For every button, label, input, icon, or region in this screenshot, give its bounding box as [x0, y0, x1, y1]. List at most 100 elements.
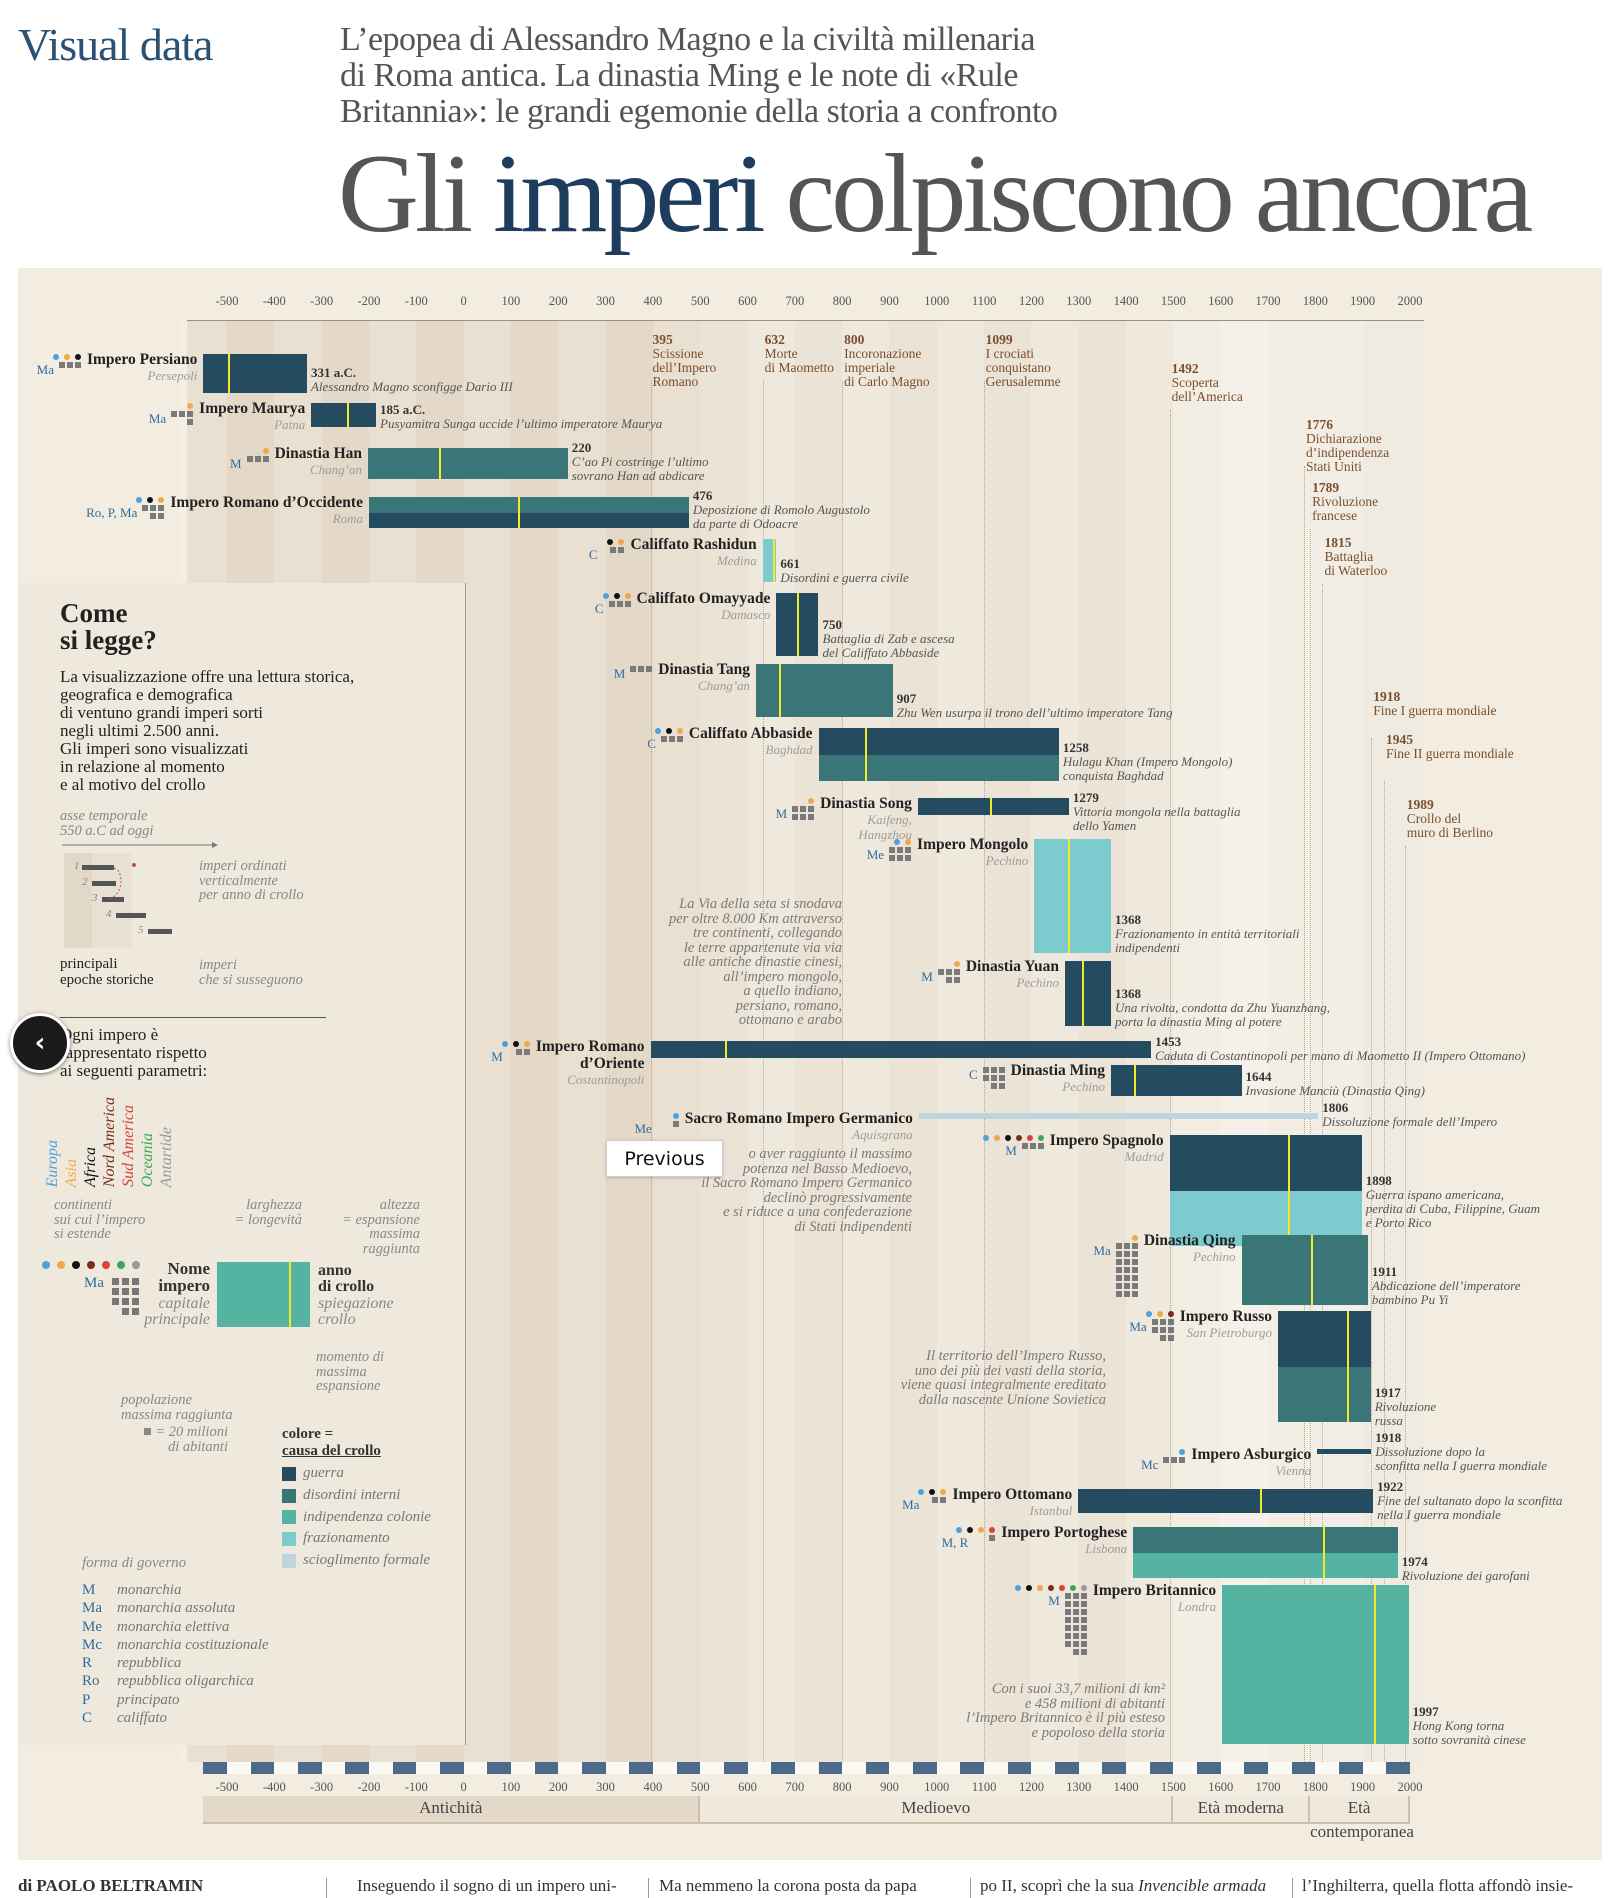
- continent-label-5: Oceania: [139, 1132, 156, 1187]
- continent-label-3: Nord America: [101, 1096, 118, 1187]
- government-name: monarchia assoluta: [117, 1600, 236, 1617]
- example-bar: [217, 1262, 310, 1327]
- article-col-3: po II, scoprì che la sua Invencible arma…: [980, 1876, 1266, 1896]
- cause-label: guerra: [303, 1465, 344, 1482]
- article-footer: di PAOLO BELTRAMIN Inseguendo il sogno d…: [0, 1870, 1618, 1898]
- article-col-2: Ma nemmeno la corona posta da papa: [659, 1876, 917, 1895]
- mini-number-1: 1: [74, 860, 80, 872]
- government-item: Ma monarchia assoluta: [82, 1600, 269, 1618]
- back-button[interactable]: ‹: [10, 1013, 70, 1073]
- government-abbr: Ro: [82, 1673, 100, 1690]
- example-peak-line: [289, 1262, 291, 1327]
- government-name: principato: [117, 1691, 180, 1708]
- article-col-3-italic: Invencible armada: [1138, 1876, 1267, 1895]
- legend-heading: Come si legge?: [60, 598, 157, 655]
- cause-label: causa del crollo: [282, 1443, 381, 1459]
- population-label: popolazione massima raggiunta: [121, 1392, 233, 1423]
- mini-number-5: 5: [138, 924, 144, 936]
- continents-label: continenti sui cui l’impero si estende: [54, 1197, 146, 1242]
- continent-label-4: Sud America: [120, 1105, 137, 1187]
- color-label: colore =: [282, 1426, 334, 1442]
- legend-intro: La visualizzazione offre una lettura sto…: [60, 667, 355, 794]
- succession-label: imperi che si susseguono: [199, 957, 303, 988]
- example-end-text: spiegazione crollo: [318, 1295, 394, 1328]
- cause-swatch: [282, 1510, 296, 1525]
- cause-label: disordini interni: [303, 1487, 401, 1504]
- government-item: Mc monarchia costituzionale: [82, 1637, 269, 1655]
- continent-dot: [132, 1261, 140, 1269]
- column-divider: [326, 1878, 327, 1898]
- axis-label: asse temporale 550 a.C ad oggi: [60, 808, 154, 839]
- mini-number-3: 3: [92, 892, 98, 904]
- title-highlight: imperi: [493, 132, 765, 256]
- mini-diagram: [62, 842, 218, 948]
- government-abbr: Me: [82, 1618, 102, 1635]
- title-post: colpiscono ancora: [761, 132, 1533, 256]
- height-label: altezza = espansione massima raggiunta: [342, 1197, 420, 1257]
- cause-item-3: frazionamento: [282, 1528, 431, 1550]
- continent-dot: [117, 1261, 125, 1269]
- government-name: monarchia elettiva: [117, 1618, 230, 1635]
- chevron-left-icon: ‹: [34, 1028, 46, 1058]
- cause-item-4: scioglimento formale: [282, 1550, 431, 1572]
- government-name: califfato: [117, 1710, 167, 1727]
- page-title: Gli imperi colpiscono ancora: [338, 132, 1533, 256]
- mini-number-2: 2: [82, 876, 88, 888]
- continent-label-6: Antartide: [158, 1126, 175, 1187]
- government-abbr: C: [82, 1710, 93, 1727]
- divider: [60, 1017, 326, 1018]
- peak-label: momento di massima espansione: [316, 1349, 385, 1394]
- previous-button[interactable]: Previous: [606, 1140, 723, 1177]
- government-abbr: M: [82, 1582, 96, 1598]
- government-name: repubblica: [117, 1655, 182, 1672]
- government-abbr: Mc: [82, 1636, 102, 1653]
- example-name: Nome impero: [158, 1259, 210, 1295]
- cause-label: indipendenza colonie: [303, 1508, 431, 1525]
- column-divider: [970, 1878, 971, 1898]
- government-abbr: R: [82, 1655, 93, 1672]
- example-continent-dots: [42, 1261, 140, 1269]
- brand-logo: Visual data: [18, 19, 213, 70]
- continent-dot: [42, 1261, 50, 1269]
- width-label: larghezza = longevità: [234, 1197, 302, 1228]
- epochs-label: principali epoche storiche: [60, 956, 154, 988]
- government-item: Me monarchia elettiva: [82, 1619, 269, 1637]
- article-col-1: Inseguendo il sogno di un impero uni-: [357, 1876, 617, 1895]
- cause-label: scioglimento formale: [303, 1552, 431, 1569]
- continent-dot: [102, 1261, 110, 1269]
- example-population-squares: [112, 1278, 139, 1315]
- cause-item-1: disordini interni: [282, 1485, 431, 1507]
- population-unit: ■ = 20 milioni di abitanti: [142, 1424, 228, 1455]
- article-col-3-text: po II, scoprì che la sua: [980, 1876, 1139, 1895]
- government-name: monarchia: [117, 1582, 182, 1598]
- example-government: Ma: [84, 1275, 104, 1291]
- continent-label-1: Asia: [63, 1158, 80, 1187]
- government-abbr: P: [82, 1691, 91, 1708]
- continent-dot: [72, 1261, 80, 1269]
- cause-label: frazionamento: [303, 1530, 390, 1547]
- column-divider: [1292, 1878, 1293, 1898]
- government-label: forma di governo: [82, 1555, 187, 1571]
- cause-item-0: guerra: [282, 1463, 431, 1485]
- byline: di PAOLO BELTRAMIN: [18, 1876, 204, 1895]
- ordered-label: imperi ordinati verticalmente per anno d…: [199, 858, 304, 903]
- cause-swatch: [282, 1553, 296, 1568]
- government-name: monarchia costituzionale: [117, 1636, 269, 1653]
- title-pre: Gli: [338, 132, 494, 256]
- cause-legend: guerra disordini interni indipendenza colo…: [282, 1463, 431, 1571]
- government-abbr: Ma: [82, 1600, 102, 1617]
- government-item: Ro repubblica oligarchica: [82, 1673, 269, 1691]
- continent-label-2: Africa: [82, 1147, 99, 1187]
- legend-panel: Come si legge? La visualizzazione offre …: [18, 583, 466, 1745]
- cause-swatch: [282, 1531, 296, 1546]
- params-intro: Ogni impero è rappresentato rispetto ai …: [60, 1025, 208, 1080]
- mini-number-4: 4: [106, 908, 112, 920]
- continent-dot: [57, 1261, 65, 1269]
- cause-item-2: indipendenza colonie: [282, 1506, 431, 1528]
- government-name: repubblica oligarchica: [117, 1673, 254, 1690]
